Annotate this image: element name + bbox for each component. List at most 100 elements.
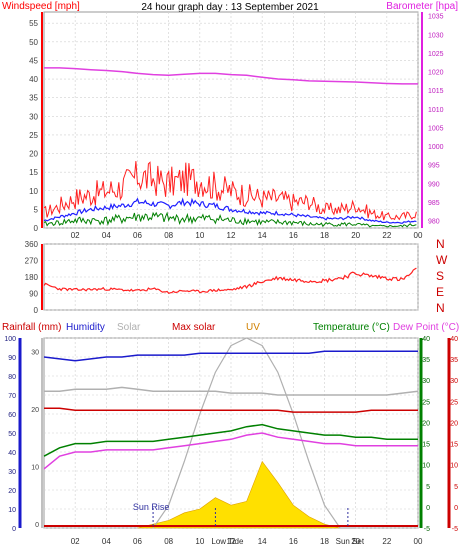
legend-rainfall: Rainfall (mm) xyxy=(2,322,61,333)
x-tick-label: 08 xyxy=(164,537,173,546)
compass-label: E xyxy=(436,285,444,299)
wind-line xyxy=(43,211,417,228)
dewpoint-tick-label: -5 xyxy=(452,526,458,533)
x-tick-label: 14 xyxy=(258,537,267,546)
legend-temperature: Temperature (°C) xyxy=(313,322,390,333)
left-tick-label: 5 xyxy=(34,205,39,214)
max-solar-line xyxy=(152,337,356,529)
compass-label: N xyxy=(436,301,445,315)
humidity-tick-label: 20 xyxy=(8,488,16,495)
x-tick-label: 08 xyxy=(164,231,173,240)
legend-dew_point: Dew Point (°C) xyxy=(393,322,459,333)
left-tick-label: 55 xyxy=(29,19,38,28)
left-tick-label: 45 xyxy=(29,56,38,65)
left-tick-label: 10 xyxy=(29,187,38,196)
dewpoint-tick-label: 20 xyxy=(450,420,458,427)
dewpoint-tick-label: 30 xyxy=(450,378,458,385)
right-tick-label: 1030 xyxy=(428,32,444,39)
left-tick-label: 25 xyxy=(29,131,38,140)
rain-tick-label: 0 xyxy=(35,522,39,529)
right-tick-label: 1010 xyxy=(428,107,444,114)
x-tick-label: 16 xyxy=(289,231,298,240)
panel3-frame xyxy=(43,337,419,529)
left-tick-label: 0 xyxy=(34,224,39,233)
direction-tick-label: 360 xyxy=(25,240,39,249)
right-axis-label: Barometer [hpa] xyxy=(386,1,458,12)
temp-tick-label: 40 xyxy=(422,336,430,343)
left-tick-label: 35 xyxy=(29,94,38,103)
humidity-tick-label: 90 xyxy=(8,355,16,362)
direction-tick-label: 180 xyxy=(25,273,39,282)
right-tick-label: 995 xyxy=(428,163,440,170)
left-tick-label: 50 xyxy=(29,38,38,47)
direction-tick-label: 90 xyxy=(29,290,38,299)
x-tick-label: 02 xyxy=(71,231,80,240)
x-tick-label: 22 xyxy=(382,537,391,546)
compass-label: S xyxy=(436,269,444,283)
temp-tick-label: 30 xyxy=(422,378,430,385)
x-tick-label: 12 xyxy=(227,231,236,240)
x-tick-label: 02 xyxy=(71,537,80,546)
dewpoint-tick-label: 35 xyxy=(450,357,458,364)
humidity-tick-label: 80 xyxy=(8,374,16,381)
solar-line xyxy=(44,386,419,396)
x-tick-label: 04 xyxy=(102,537,111,546)
chart-title: 24 hour graph day : 13 September 2021 xyxy=(141,2,319,13)
dewpoint-tick-label: 0 xyxy=(454,505,458,512)
rain-tick-label: 20 xyxy=(31,407,39,414)
temp-tick-label: -5 xyxy=(424,526,430,533)
dewpoint-tick-label: 15 xyxy=(450,442,458,449)
right-tick-label: 1025 xyxy=(428,51,444,58)
dewpoint-tick-label: 10 xyxy=(450,463,458,470)
temp-tick-label: 35 xyxy=(422,357,430,364)
direction-tick-label: 270 xyxy=(25,257,39,266)
legend-humidity: Humidity xyxy=(66,322,105,333)
rain-tick-label: 30 xyxy=(31,349,39,356)
x-tick-label: 14 xyxy=(258,231,267,240)
right-tick-label: 1015 xyxy=(428,88,444,95)
lowtide-label: Low Tide xyxy=(211,537,244,546)
direction-line xyxy=(43,267,417,294)
temp-tick-label: 5 xyxy=(426,484,430,491)
right-tick-label: 980 xyxy=(428,219,440,226)
humidity-tick-label: 30 xyxy=(8,469,16,476)
compass-label: N xyxy=(436,237,445,251)
humidity-tick-label: 40 xyxy=(8,450,16,457)
direction-tick-label: 0 xyxy=(34,306,39,315)
rain-tick-label: 10 xyxy=(31,464,39,471)
rainfall-line xyxy=(44,407,418,413)
temp-tick-label: 25 xyxy=(422,399,430,406)
humidity-tick-label: 50 xyxy=(8,431,16,438)
humidity-tick-label: 10 xyxy=(8,507,16,514)
dewpoint-line xyxy=(43,432,418,470)
humidity-tick-label: 70 xyxy=(8,393,16,400)
temp-tick-label: 15 xyxy=(422,442,430,449)
x-tick-label: 00 xyxy=(414,537,423,546)
dewpoint-tick-label: 25 xyxy=(450,399,458,406)
sunrise-label: Sun Rise xyxy=(133,502,170,512)
temperature-line xyxy=(43,423,418,457)
left-tick-label: 40 xyxy=(29,75,38,84)
x-tick-label: 04 xyxy=(102,231,111,240)
x-tick-label: 16 xyxy=(289,537,298,546)
temp-tick-label: 10 xyxy=(422,463,430,470)
right-tick-label: 990 xyxy=(428,181,440,188)
x-tick-label: 10 xyxy=(195,537,204,546)
right-tick-label: 1035 xyxy=(428,14,444,21)
left-tick-label: 15 xyxy=(29,168,38,177)
right-tick-label: 1005 xyxy=(428,125,444,132)
dewpoint-tick-label: 40 xyxy=(450,336,458,343)
solar-area xyxy=(137,460,341,529)
x-tick-label: 22 xyxy=(382,231,391,240)
gust-line xyxy=(43,161,417,221)
x-tick-label: 00 xyxy=(414,231,423,240)
temp-tick-label: 0 xyxy=(426,505,430,512)
x-tick-label: 20 xyxy=(351,537,360,546)
right-tick-label: 1000 xyxy=(428,144,444,151)
x-tick-label: 12 xyxy=(227,537,236,546)
left-axis-label: Windspeed [mph] xyxy=(2,1,80,12)
humidity-line xyxy=(43,350,418,362)
x-tick-label: 06 xyxy=(133,537,142,546)
humidity-tick-label: 60 xyxy=(8,412,16,419)
